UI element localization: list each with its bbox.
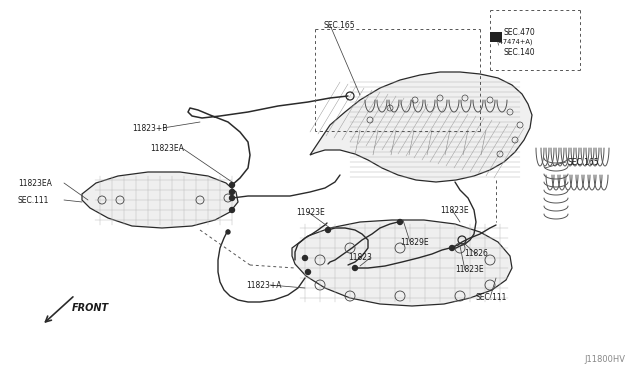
Text: 11823E: 11823E [440,205,468,215]
Text: 11823EA: 11823EA [18,179,52,187]
Text: 11823: 11823 [348,253,372,263]
Circle shape [303,256,307,260]
Text: 11923E: 11923E [296,208,324,217]
Text: SEC.165: SEC.165 [323,20,355,29]
Text: SEC.165: SEC.165 [568,157,600,167]
Text: 11826: 11826 [464,250,488,259]
Text: SEC.111: SEC.111 [18,196,49,205]
Circle shape [305,269,310,275]
Circle shape [230,189,234,195]
Circle shape [397,219,403,224]
Text: 11823+B: 11823+B [132,124,168,132]
Polygon shape [82,172,238,228]
Text: 11823EA: 11823EA [150,144,184,153]
Circle shape [230,196,234,201]
Text: SEC.140: SEC.140 [503,48,534,57]
Text: 11823E: 11823E [455,266,484,275]
Polygon shape [292,220,512,306]
Text: 11829E: 11829E [400,237,429,247]
Circle shape [353,266,358,270]
Circle shape [326,228,330,232]
Polygon shape [310,72,532,182]
Bar [490,32,502,42]
Circle shape [230,208,234,212]
Circle shape [449,246,454,250]
Text: (47474+A): (47474+A) [496,39,532,45]
Text: SEC.470: SEC.470 [503,28,535,36]
Circle shape [226,230,230,234]
Circle shape [230,183,234,187]
Text: SEC.111: SEC.111 [475,294,506,302]
Text: J11800HV: J11800HV [584,355,625,364]
Text: FRONT: FRONT [72,303,109,313]
Text: 11823+A: 11823+A [246,280,282,289]
